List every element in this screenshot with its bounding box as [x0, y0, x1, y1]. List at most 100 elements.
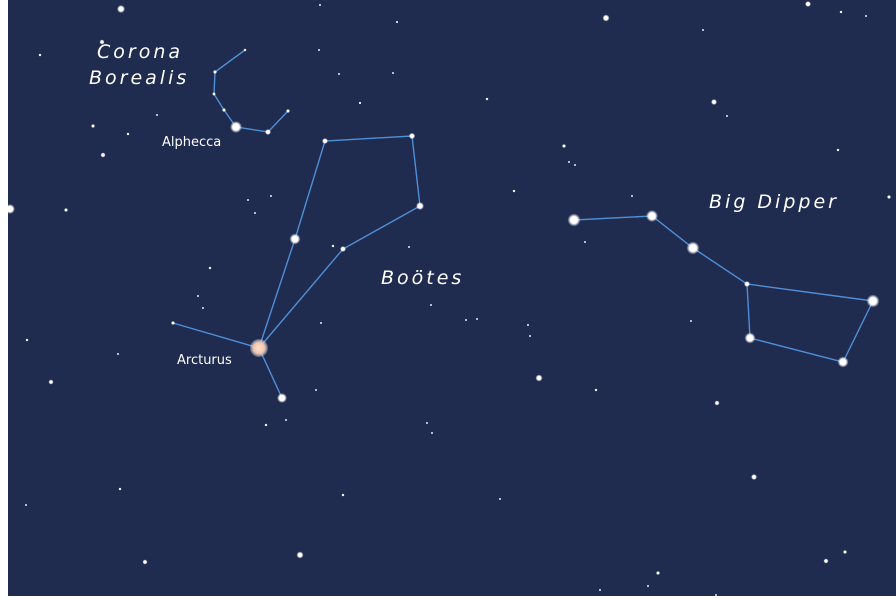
star [711, 99, 717, 105]
star [212, 92, 216, 96]
star [118, 487, 122, 491]
star [331, 244, 335, 248]
star [598, 588, 602, 592]
star [751, 474, 757, 480]
star [430, 431, 434, 435]
star [358, 101, 362, 105]
star [594, 388, 598, 392]
star [887, 195, 891, 199]
star [602, 14, 610, 22]
star [341, 493, 345, 497]
star [314, 388, 318, 392]
star [395, 20, 399, 24]
stars [5, 1, 891, 597]
star [117, 5, 125, 13]
star [25, 338, 29, 342]
star [269, 194, 273, 198]
star [253, 211, 257, 215]
star [528, 334, 532, 338]
star [416, 202, 424, 210]
star [319, 321, 323, 325]
star [5, 204, 15, 214]
star [142, 559, 148, 565]
star [99, 39, 105, 45]
star [318, 3, 322, 7]
star [230, 121, 242, 133]
constellation-label: Corona [97, 41, 183, 63]
star [843, 550, 847, 554]
star [340, 246, 346, 252]
star [317, 48, 321, 52]
star [289, 233, 301, 245]
star [864, 14, 868, 18]
star [126, 132, 130, 136]
star [155, 113, 159, 117]
star [701, 28, 705, 32]
star [512, 189, 516, 193]
star [567, 213, 581, 227]
star [744, 332, 756, 344]
star [264, 423, 268, 427]
star [526, 323, 530, 327]
star [567, 160, 571, 164]
star [208, 266, 212, 270]
star [100, 152, 106, 158]
star [246, 198, 250, 202]
star [24, 503, 28, 507]
star [805, 1, 811, 7]
star [337, 72, 341, 76]
star [583, 240, 587, 244]
star [836, 148, 840, 152]
star [464, 318, 468, 322]
star [171, 321, 175, 325]
star [646, 210, 658, 222]
star [284, 418, 288, 422]
constellation-label: Boötes [381, 267, 464, 289]
star [535, 374, 543, 382]
star [562, 144, 566, 148]
star [91, 124, 95, 128]
star [646, 584, 650, 588]
star [407, 245, 411, 249]
star [222, 108, 226, 112]
star [277, 393, 287, 403]
star [714, 593, 718, 597]
star [243, 48, 247, 52]
star [714, 400, 720, 406]
sky [8, 0, 896, 596]
star [213, 70, 217, 74]
star [265, 129, 271, 135]
star [196, 294, 200, 298]
big-dipper-line [573, 215, 875, 363]
star [823, 558, 829, 564]
star-label: Alphecca [162, 135, 221, 150]
constellation-label: Borealis [89, 67, 189, 89]
star [498, 497, 502, 501]
star [48, 379, 54, 385]
star [573, 163, 577, 167]
star [866, 294, 880, 308]
constellation-label: Big Dipper [709, 191, 839, 213]
star [425, 421, 429, 425]
star [686, 241, 700, 255]
star [689, 319, 693, 323]
star [408, 132, 416, 140]
star [286, 109, 290, 113]
star [656, 571, 660, 575]
star [38, 53, 42, 57]
star [429, 303, 433, 307]
star [839, 10, 843, 14]
star [116, 352, 120, 356]
star [391, 71, 395, 75]
star [475, 317, 479, 321]
star [485, 97, 489, 101]
star [322, 138, 328, 144]
star [725, 114, 729, 118]
star [296, 551, 304, 559]
star [744, 281, 750, 287]
star [837, 356, 849, 368]
star [201, 306, 205, 310]
star [64, 208, 68, 212]
star [630, 194, 634, 198]
